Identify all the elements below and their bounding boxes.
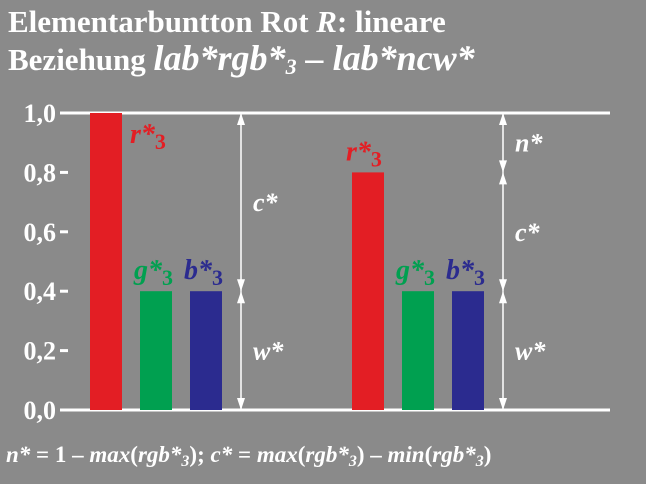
title-line2-formula-a: lab*rgb*	[153, 38, 286, 78]
bar-label-red: r*3	[130, 119, 166, 154]
chart-title: Elementarbuntton Rot R: lineare Beziehun…	[8, 4, 638, 78]
footer-n-symbol: n*	[6, 442, 31, 467]
footer-close1: );	[189, 442, 211, 467]
bracket-wstar-head-top	[237, 291, 245, 304]
bar-label-red: r*3	[346, 136, 382, 171]
footer-rgb1: rgb*	[137, 442, 182, 467]
title-line1-rest: : lineare	[336, 4, 446, 39]
bracket-label: c*	[515, 218, 541, 247]
y-tick-label: 0,6	[24, 218, 57, 247]
title-line2-formula-b: – lab*ncw*	[296, 38, 475, 78]
footer-eq1: = 1 –	[30, 442, 90, 467]
bracket-cstar-head-top	[237, 113, 245, 125]
bracket-nstar-head-top	[499, 113, 507, 125]
title-line-1: Elementarbuntton Rot R: lineare	[8, 4, 638, 40]
footer-max2: max	[256, 442, 298, 467]
bar-blue	[190, 291, 222, 410]
bracket-label: n*	[515, 129, 543, 158]
bracket-label: w*	[515, 337, 546, 366]
footer-max1: max	[89, 442, 131, 467]
footer-rgb3: rgb*	[432, 442, 476, 467]
title-line1-symbol: R	[316, 4, 337, 39]
bar-red	[90, 113, 122, 410]
bracket-cstar-head-top	[499, 172, 507, 185]
y-tick-label: 0,2	[24, 337, 57, 366]
footer-sub1: 3	[181, 453, 190, 470]
bar-label-green: g*3	[133, 255, 173, 290]
bar-red	[352, 172, 384, 410]
footer-rgb2: rgb*	[305, 442, 349, 467]
title-line1-text: Elementarbuntton Rot	[8, 4, 317, 39]
bar-blue	[452, 291, 484, 410]
y-tick-label: 0,0	[24, 396, 57, 425]
bar-green	[402, 291, 434, 410]
bracket-label: c*	[253, 188, 279, 217]
bar-label-blue: b*3	[446, 255, 485, 290]
y-tick-label: 0,4	[24, 277, 57, 306]
footer-eq2: =	[232, 442, 257, 467]
footer-paren2: (	[297, 442, 306, 467]
bracket-wstar-head-top	[499, 291, 507, 304]
footer-paren3: (	[424, 442, 433, 467]
bracket-cstar-head-bottom	[237, 279, 245, 292]
y-tick-label: 1,0	[24, 99, 57, 128]
bar-label-green: g*3	[395, 255, 435, 290]
bracket-wstar-head-bottom	[499, 398, 507, 410]
bar-green	[140, 291, 172, 410]
bracket-cstar-head-bottom	[499, 279, 507, 292]
title-line-2: Beziehung lab*rgb*3 – lab*ncw*	[8, 40, 638, 78]
footer-sub3: 3	[475, 453, 484, 470]
footer-close3: )	[483, 442, 492, 467]
footer-sub2: 3	[348, 453, 357, 470]
footer-close2: ) –	[356, 442, 388, 467]
formula-footer: n* = 1 – max(rgb*3); c* = max(rgb*3) – m…	[6, 438, 646, 472]
bracket-label: w*	[253, 337, 284, 366]
bar-label-blue: b*3	[184, 255, 223, 290]
bracket-nstar-head-bottom	[499, 160, 507, 173]
title-line2-subscript: 3	[285, 54, 297, 79]
footer-paren1: (	[130, 442, 138, 467]
footer-min: min	[387, 442, 425, 467]
y-tick-label: 0,8	[24, 158, 57, 187]
bracket-wstar-head-bottom	[237, 398, 245, 410]
title-line2-text: Beziehung	[8, 42, 154, 77]
footer-c-symbol: c*	[210, 442, 233, 467]
